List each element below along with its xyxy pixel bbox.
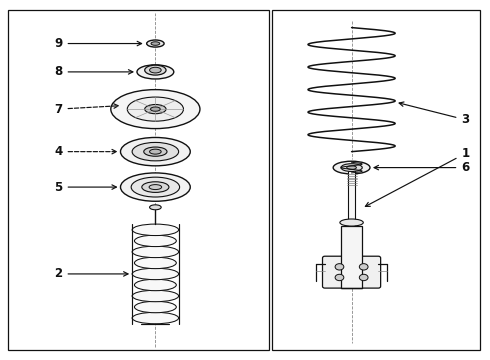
Ellipse shape	[340, 219, 363, 226]
Bar	[348, 169, 355, 226]
Ellipse shape	[149, 67, 161, 73]
Bar	[271, 10, 480, 350]
Text: 9: 9	[54, 37, 142, 50]
Ellipse shape	[149, 185, 162, 190]
FancyBboxPatch shape	[322, 256, 381, 288]
Ellipse shape	[132, 143, 179, 161]
Ellipse shape	[111, 90, 200, 129]
Text: 4: 4	[54, 145, 117, 158]
Ellipse shape	[347, 166, 356, 169]
Bar	[8, 10, 269, 350]
Ellipse shape	[131, 177, 180, 197]
Ellipse shape	[150, 107, 160, 111]
Ellipse shape	[335, 274, 344, 281]
Text: 3: 3	[399, 102, 469, 126]
Ellipse shape	[121, 138, 190, 166]
Ellipse shape	[134, 257, 176, 269]
Text: 1: 1	[366, 147, 469, 206]
Ellipse shape	[145, 104, 166, 114]
Ellipse shape	[144, 147, 167, 156]
Text: 8: 8	[54, 66, 133, 78]
Ellipse shape	[134, 301, 176, 313]
Ellipse shape	[132, 224, 179, 235]
Text: 2: 2	[54, 267, 128, 280]
Bar	[342, 226, 362, 288]
Text: 6: 6	[374, 161, 469, 174]
Ellipse shape	[121, 173, 190, 201]
Ellipse shape	[132, 312, 179, 324]
Ellipse shape	[142, 182, 169, 192]
Ellipse shape	[359, 274, 368, 281]
Text: 5: 5	[54, 181, 117, 194]
Ellipse shape	[134, 279, 176, 291]
Ellipse shape	[132, 246, 179, 258]
Ellipse shape	[149, 149, 161, 154]
Ellipse shape	[149, 205, 161, 210]
Ellipse shape	[359, 264, 368, 270]
Ellipse shape	[147, 40, 164, 47]
Ellipse shape	[132, 290, 179, 302]
Ellipse shape	[137, 65, 174, 79]
Ellipse shape	[333, 161, 370, 174]
Ellipse shape	[134, 235, 176, 247]
Ellipse shape	[335, 264, 344, 270]
Ellipse shape	[127, 97, 183, 121]
Ellipse shape	[151, 42, 160, 45]
Ellipse shape	[132, 268, 179, 280]
Ellipse shape	[145, 65, 166, 75]
Text: 7: 7	[54, 103, 119, 116]
Ellipse shape	[341, 164, 362, 171]
